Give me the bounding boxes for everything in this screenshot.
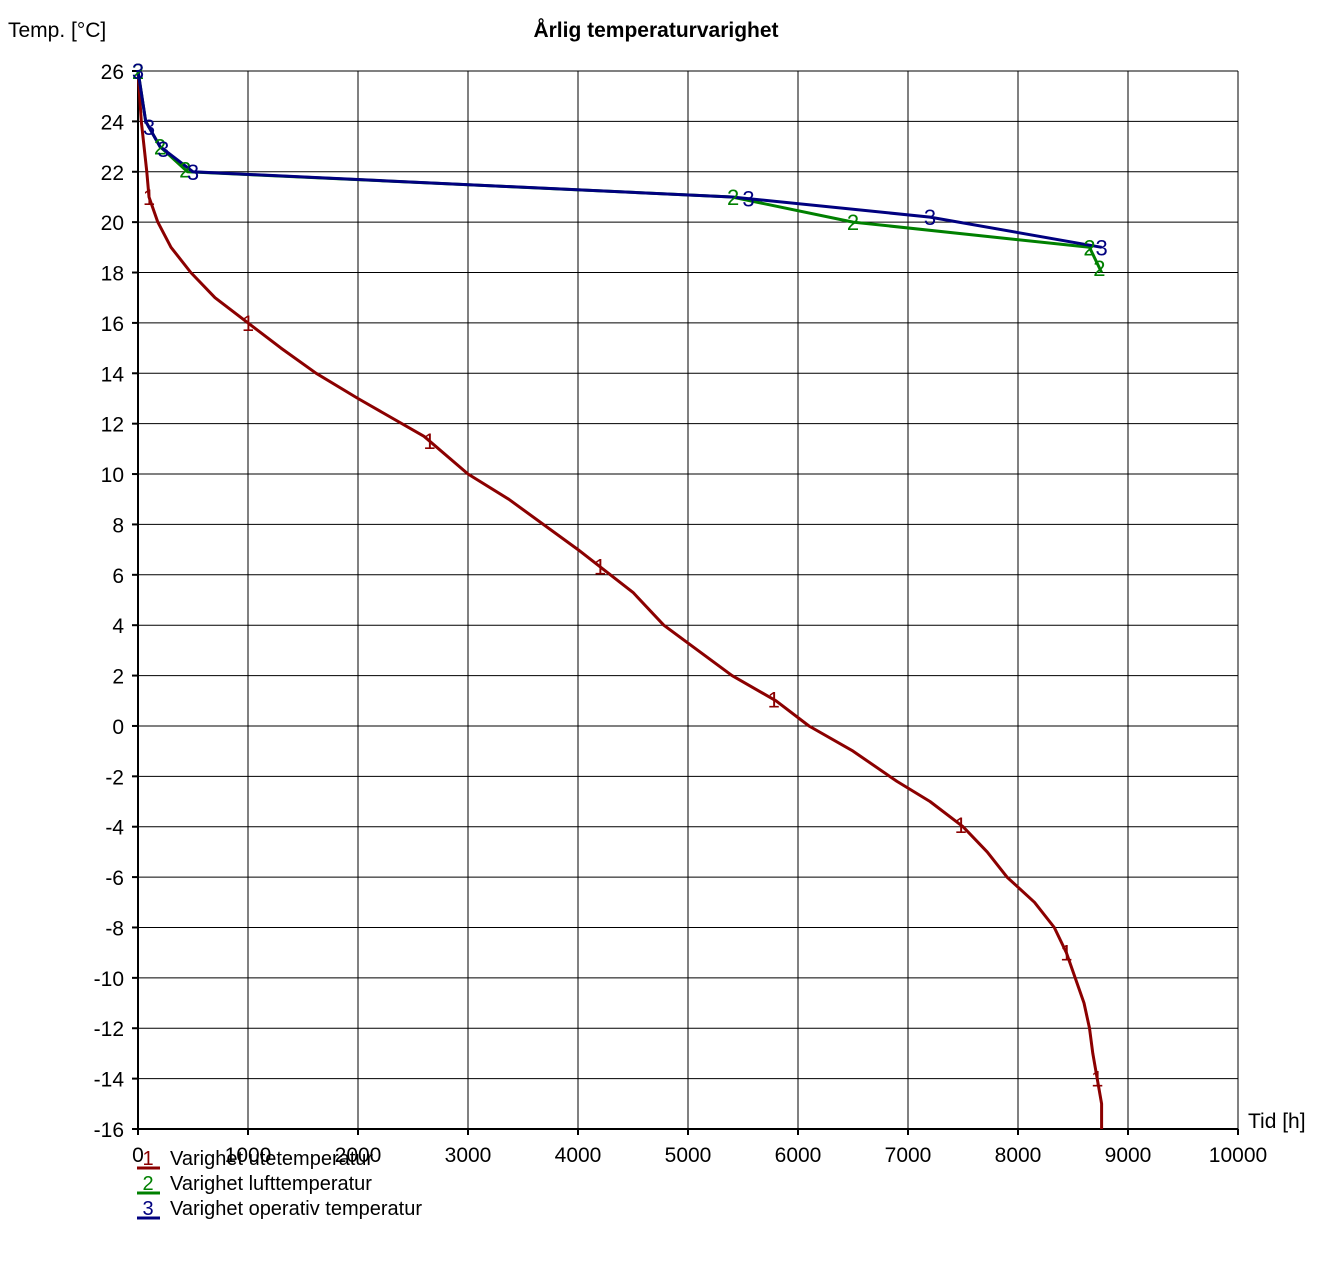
x-tick-label: 8000 [995, 1144, 1042, 1167]
x-tick-label: 9000 [1105, 1144, 1152, 1167]
x-axis-title: Tid [h] [1248, 1110, 1306, 1133]
series-marker-1: 1 [1060, 941, 1072, 966]
legend-marker-1: 1 [142, 1148, 153, 1170]
y-tick-label: 2 [112, 666, 124, 689]
series-marker-2: 2 [847, 210, 859, 235]
x-tick-label: 3000 [445, 1144, 492, 1167]
series-marker-3: 3 [1095, 235, 1107, 260]
series-marker-1: 1 [423, 429, 435, 454]
y-axis-title: Temp. [°C] [8, 19, 106, 42]
y-tick-label: 8 [112, 514, 124, 537]
y-tick-label: 22 [101, 162, 124, 185]
y-tick-label: -4 [105, 817, 124, 840]
series-marker-1: 1 [242, 311, 254, 336]
y-tick-label: 10 [101, 464, 124, 487]
series-marker-1: 1 [768, 688, 780, 713]
series-line-1 [136, 70, 1104, 1129]
x-tick-label: 2000 [335, 1144, 382, 1167]
legend-label-1: Varighet utetemperatur [170, 1148, 373, 1170]
y-tick-label: 16 [101, 313, 124, 336]
y-tick-label: -16 [94, 1119, 124, 1142]
series-marker-2: 2 [132, 59, 144, 84]
series-marker-1: 1 [955, 813, 967, 838]
y-tick-label: -6 [105, 867, 124, 890]
legend-marker-3: 3 [142, 1198, 153, 1220]
tick-labels: 0 1000 2000 3000 4000 5000 6000 7000 8000 9000 100… [94, 61, 1268, 1167]
series-marker-3: 3 [157, 137, 169, 162]
x-tick-label: 0 [132, 1144, 144, 1167]
legend-marker-2: 2 [142, 1173, 153, 1195]
x-tick-label: 6000 [775, 1144, 822, 1167]
y-tick-label: 20 [101, 212, 124, 235]
y-tick-label: -14 [94, 1069, 125, 1092]
x-tick-label: 7000 [885, 1144, 932, 1167]
y-tick-label: -12 [94, 1018, 124, 1041]
legend-label-3: Varighet operativ temperatur [170, 1198, 422, 1220]
y-tick-label: 4 [112, 615, 124, 638]
series-marker-3: 3 [132, 59, 144, 84]
series-marker-3: 3 [742, 187, 754, 212]
series-marker-1: 1 [594, 555, 606, 580]
x-tick-label: 10000 [1209, 1144, 1267, 1167]
series-marker-1: 1 [1091, 1067, 1103, 1092]
y-tick-label: -8 [105, 917, 124, 940]
series-line-3 [136, 70, 1102, 249]
y-tick-label: 12 [101, 414, 124, 437]
series-marker-2: 2 [1083, 235, 1095, 260]
legend-label-2: Varighet lufttemperatur [170, 1173, 372, 1195]
series-marker-2: 2 [727, 185, 739, 210]
grid-lines [138, 70, 1239, 1129]
series-marker-2: 2 [179, 158, 191, 183]
axes [132, 70, 1239, 1135]
y-tick-label: 0 [112, 716, 124, 739]
series-marker-1: 1 [143, 185, 155, 210]
series-marker-2: 2 [1093, 256, 1105, 281]
x-tick-label: 4000 [555, 1144, 602, 1167]
y-tick-label: -10 [94, 968, 124, 991]
y-tick-label: 24 [101, 111, 125, 134]
series-lines [136, 70, 1104, 1129]
series-marker-3: 3 [924, 205, 936, 230]
chart-title: Årlig temperaturvarighet [533, 18, 778, 42]
series-marker-3: 3 [187, 160, 199, 185]
y-tick-label: -2 [105, 766, 124, 789]
series-marker-3: 3 [143, 115, 155, 140]
y-tick-label: 14 [101, 363, 125, 386]
y-tick-label: 6 [112, 565, 124, 588]
x-tick-label: 5000 [665, 1144, 712, 1167]
x-tick-label: 1000 [225, 1144, 272, 1167]
y-tick-label: 18 [101, 263, 124, 286]
legend: 1 Varighet utetemperatur 2 Varighet lufttem… [137, 1148, 422, 1220]
y-tick-label: 26 [101, 61, 124, 84]
series-marker-2: 2 [154, 135, 166, 160]
